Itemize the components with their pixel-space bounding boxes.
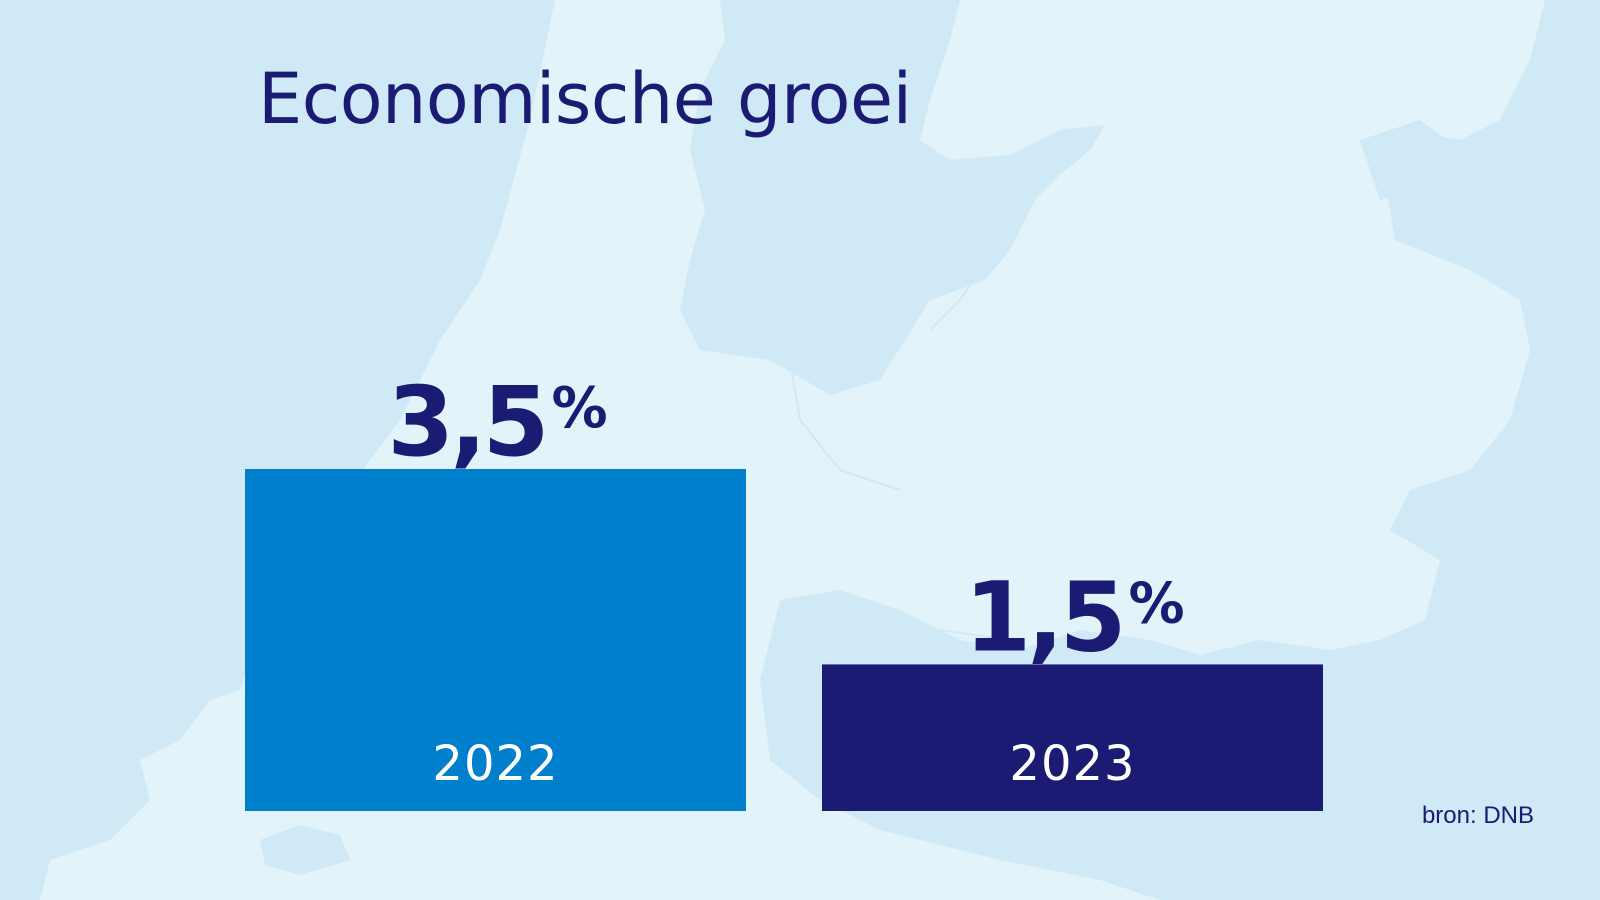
value-label-2022: 3,5% — [387, 366, 606, 478]
category-label-2023: 2023 — [1009, 736, 1135, 792]
value-label-2023: 1,5% — [964, 561, 1183, 673]
bar-2023 — [822, 664, 1323, 811]
bar-2022 — [245, 469, 746, 811]
category-label-2022: 2022 — [432, 736, 558, 792]
chart-title: Economische groei — [258, 58, 912, 140]
source-note: bron: DNB — [1421, 802, 1534, 829]
